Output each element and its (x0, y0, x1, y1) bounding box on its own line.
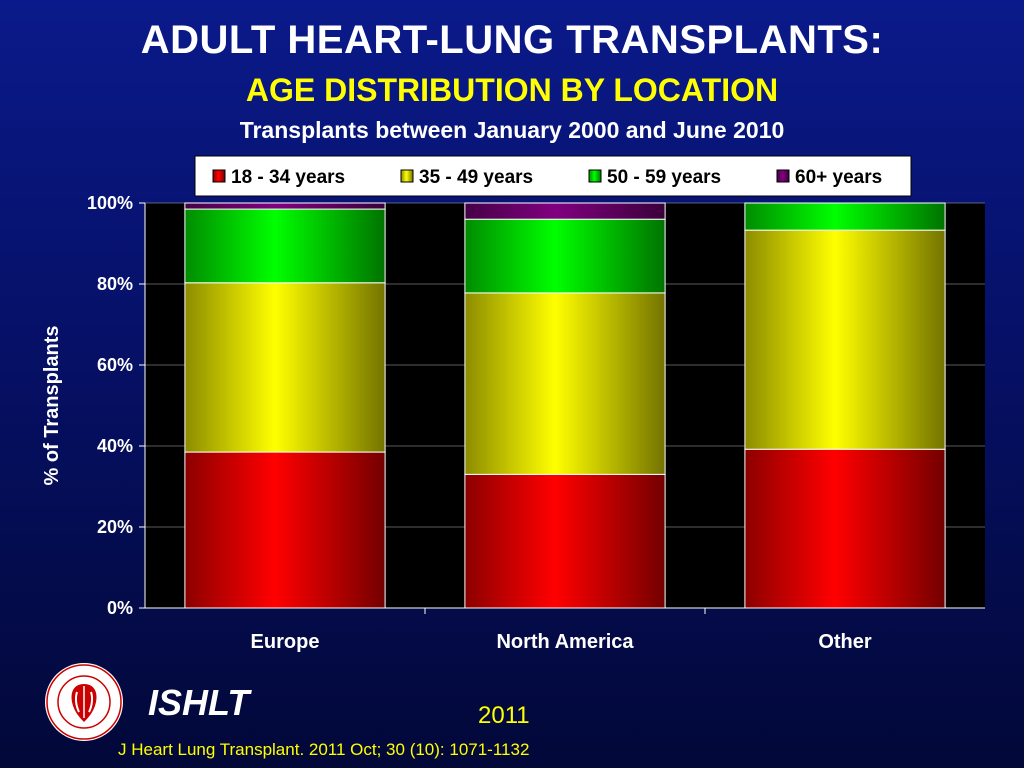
y-tick-label: 80% (97, 274, 133, 294)
legend-swatch (400, 169, 414, 183)
bar-segment (744, 202, 946, 231)
bar-segment (184, 282, 386, 453)
legend-swatch (588, 169, 602, 183)
bar-segment (744, 448, 946, 609)
legend-label: 18 - 34 years (231, 167, 345, 188)
y-tick-label: 20% (97, 517, 133, 537)
slide-date-range: Transplants between January 2000 and Jun… (239, 117, 785, 143)
legend-box (194, 155, 912, 197)
y-axis-label: % of Transplants (41, 325, 63, 485)
y-tick-label: 40% (97, 436, 133, 456)
y-tick-label: 60% (97, 355, 133, 375)
bar-segment (464, 473, 666, 609)
footer-year: 2011 (478, 702, 530, 729)
legend-label: 50 - 59 years (607, 167, 721, 188)
legend-label: 60+ years (795, 167, 882, 188)
x-category-label: Europe (251, 631, 320, 653)
slide-subtitle: AGE DISTRIBUTION BY LOCATION (245, 72, 779, 108)
bar-segment (184, 208, 386, 284)
bar-segment (464, 202, 666, 220)
legend-swatch (212, 169, 226, 183)
footer-citation: J Heart Lung Transplant. 2011 Oct; 30 (1… (118, 740, 530, 759)
legend-swatch (776, 169, 790, 183)
y-tick-label: 100% (87, 193, 133, 213)
ishlt-seal-icon (45, 663, 123, 741)
bar-segment (464, 218, 666, 294)
slide-title: ADULT HEART-LUNG TRANSPLANTS: (140, 18, 884, 62)
bar-segment (184, 202, 386, 210)
bar-segment (744, 229, 946, 450)
ishlt-label: ISHLT (148, 682, 250, 723)
legend-label: 35 - 49 years (419, 167, 533, 188)
x-category-label: Other (818, 631, 872, 653)
x-category-label: North America (496, 631, 634, 653)
bar-segment (464, 292, 666, 475)
bar-segment (184, 451, 386, 609)
y-tick-label: 0% (107, 598, 133, 618)
